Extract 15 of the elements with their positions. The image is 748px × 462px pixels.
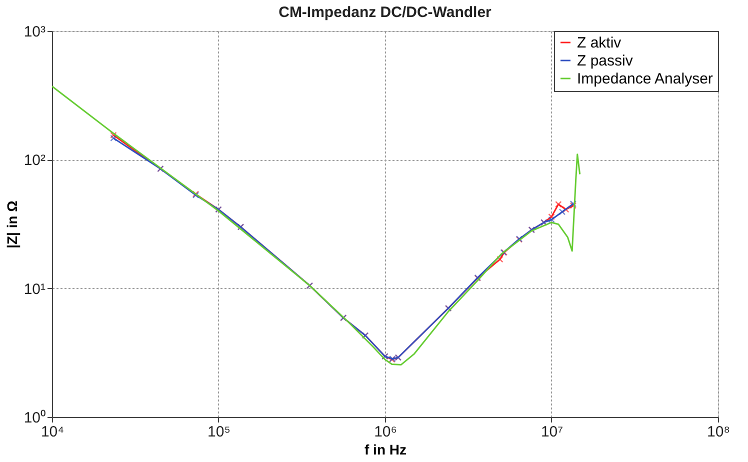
y-tick-label: 10³ xyxy=(24,24,46,40)
y-tick-label: 10¹ xyxy=(24,280,46,298)
y-tick-label: 10⁰ xyxy=(24,410,46,426)
legend-label: Z aktiv xyxy=(577,34,622,52)
y-axis-title: |Z| in Ω xyxy=(4,200,21,248)
x-tick-label: 10⁷ xyxy=(540,424,564,440)
x-tick-label: 10⁸ xyxy=(706,424,730,440)
legend-label: Z passiv xyxy=(577,52,634,70)
y-tick-label: 10² xyxy=(24,152,46,170)
x-tick-label: 10⁶ xyxy=(374,424,397,440)
chart-title: CM-Impedanz DC/DC-Wandler xyxy=(278,4,492,21)
legend-label: Impedance Analyser xyxy=(577,70,713,88)
x-axis-title: f in Hz xyxy=(364,442,406,458)
x-tick-label: 10⁵ xyxy=(208,424,230,440)
x-tick-label: 10⁴ xyxy=(40,424,64,440)
